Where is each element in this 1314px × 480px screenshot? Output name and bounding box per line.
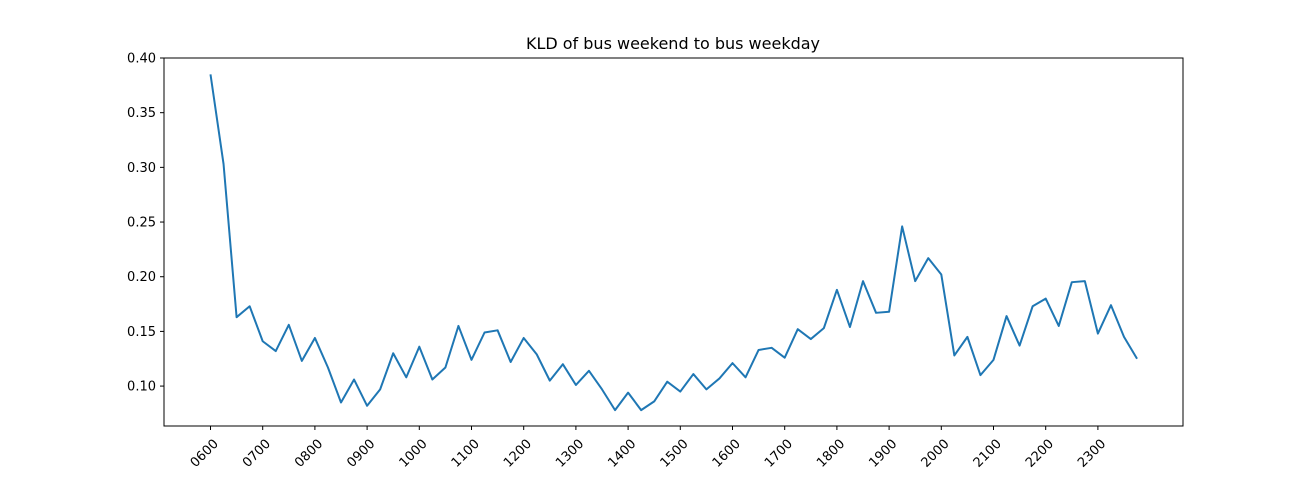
x-tick-label: 1500 bbox=[658, 437, 692, 471]
x-tick-label: 1100 bbox=[449, 437, 483, 471]
x-tick-label: 1300 bbox=[553, 437, 587, 471]
x-tick-label: 2200 bbox=[1023, 437, 1057, 471]
x-tick-label: 1200 bbox=[501, 437, 535, 471]
y-tick-label: 0.30 bbox=[127, 161, 156, 176]
y-tick-label: 0.15 bbox=[127, 325, 156, 340]
x-tick-label: 1400 bbox=[605, 437, 639, 471]
chart-title: KLD of bus weekend to bus weekday bbox=[526, 34, 820, 53]
y-tick-label: 0.25 bbox=[127, 216, 156, 231]
x-tick-label: 1600 bbox=[710, 437, 744, 471]
x-axis: 0600 0700 0800 0900 1000 1100 1200 1300 1400 1500… bbox=[188, 426, 1109, 471]
x-tick-label: 0900 bbox=[344, 437, 378, 471]
y-tick-label: 0.40 bbox=[127, 52, 156, 67]
x-tick-label: 2300 bbox=[1075, 437, 1109, 471]
y-tick-label: 0.20 bbox=[127, 270, 156, 285]
x-tick-label: 1000 bbox=[397, 437, 431, 471]
x-tick-label: 0600 bbox=[188, 437, 222, 471]
y-tick-label: 0.35 bbox=[127, 106, 156, 121]
series-line bbox=[209, 74, 1138, 412]
plot-frame bbox=[163, 57, 1184, 427]
y-tick-label: 0.10 bbox=[127, 380, 156, 395]
x-tick-label: 0800 bbox=[292, 437, 326, 471]
x-tick-label: 2100 bbox=[971, 437, 1005, 471]
y-axis: 0.10 0.15 0.20 0.25 0.30 0.35 0.40 bbox=[127, 52, 164, 395]
x-tick-label: 0700 bbox=[240, 437, 274, 471]
x-tick-label: 1800 bbox=[814, 437, 848, 471]
x-tick-label: 1700 bbox=[762, 437, 796, 471]
x-tick-label: 2000 bbox=[919, 437, 953, 471]
x-tick-label: 1900 bbox=[866, 437, 900, 471]
